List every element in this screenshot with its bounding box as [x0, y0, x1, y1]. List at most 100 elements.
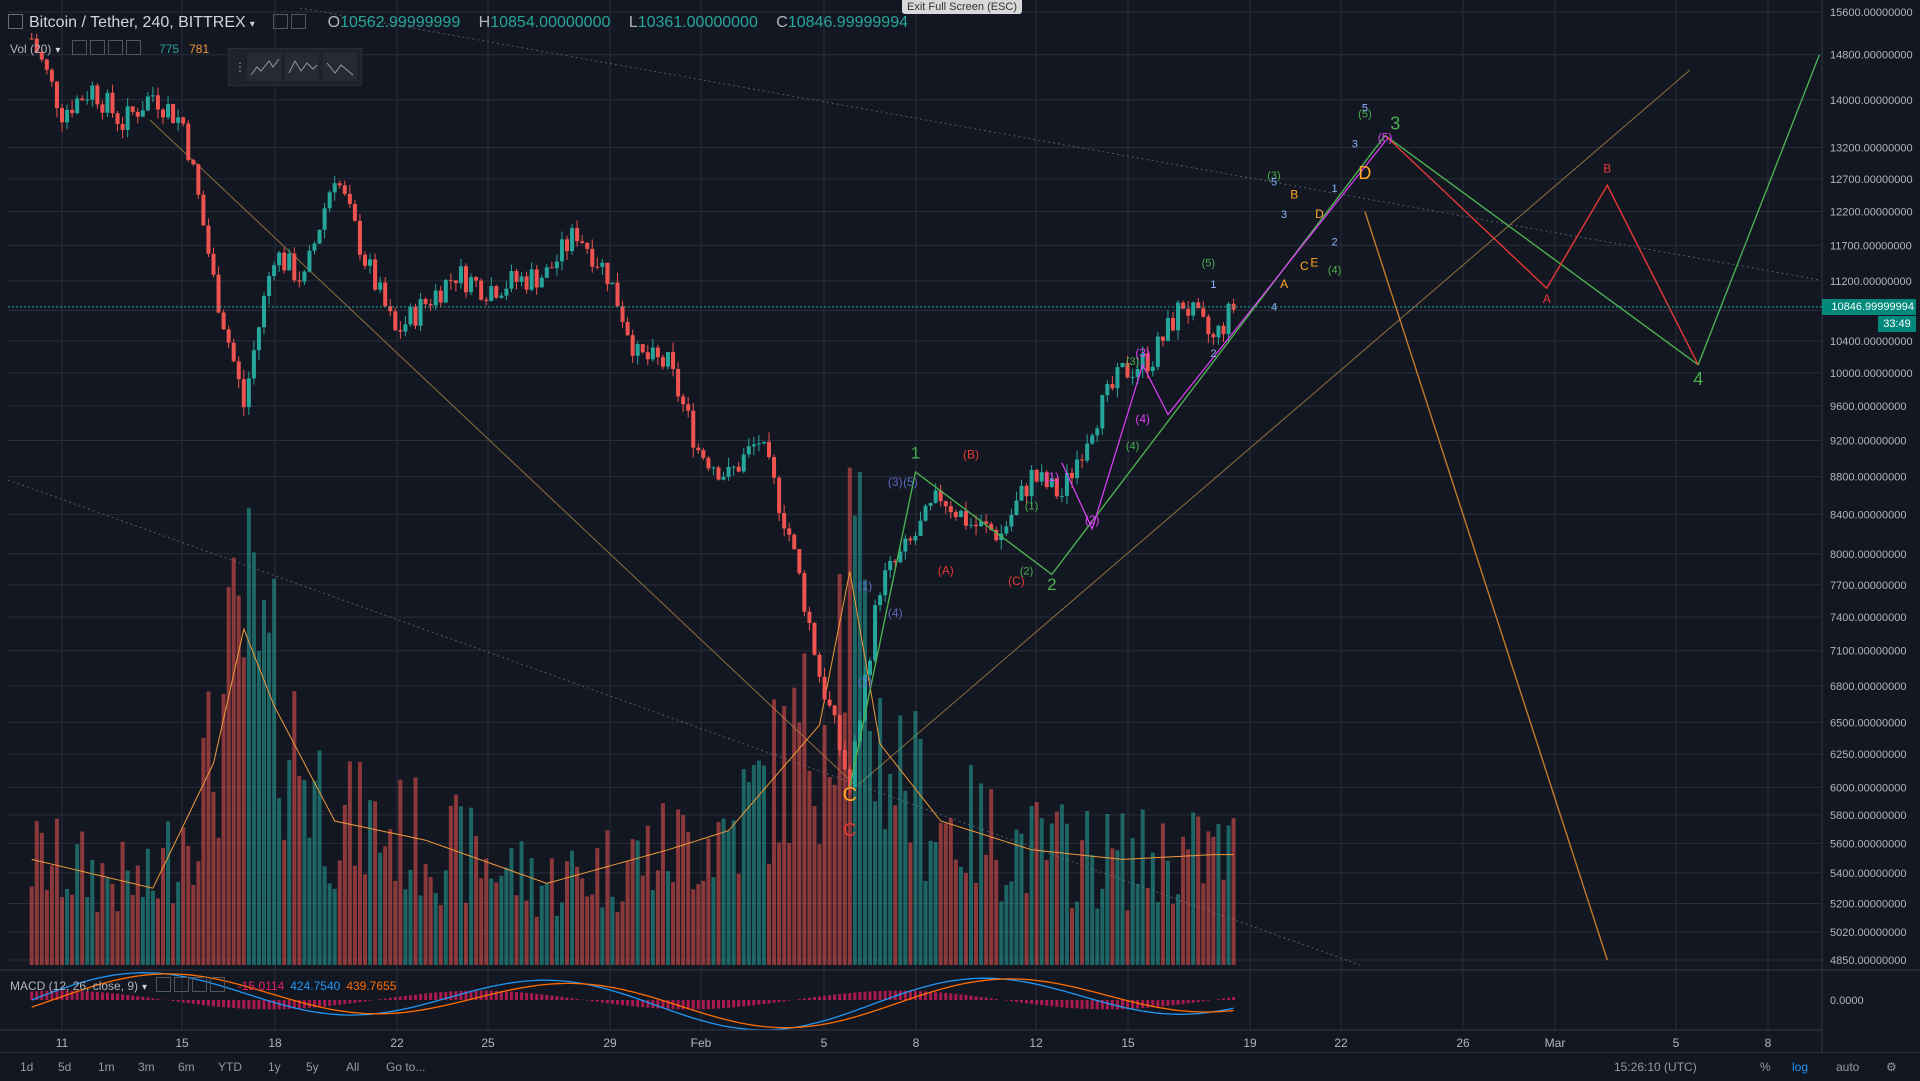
- chevron-down-icon[interactable]: ▾: [250, 19, 255, 30]
- candle-body: [701, 450, 705, 458]
- price-tick-label: 10400.00000000: [1830, 336, 1913, 348]
- price-tick-label: 6000.00000000: [1830, 782, 1906, 794]
- range-button-1d[interactable]: 1d: [20, 1060, 33, 1074]
- volume-bar: [1136, 884, 1140, 965]
- range-button-5d[interactable]: 5d: [58, 1060, 71, 1074]
- volume-bar: [373, 801, 377, 965]
- candle-body: [116, 113, 120, 124]
- volume-bar: [141, 897, 145, 965]
- candle-body: [812, 623, 816, 655]
- macd-histogram-bar: [550, 996, 553, 1000]
- volume-bar: [1050, 823, 1054, 965]
- hide-icon[interactable]: [273, 14, 288, 29]
- settings-icon[interactable]: [174, 977, 189, 992]
- volume-bar: [631, 839, 635, 965]
- range-button-all[interactable]: All: [346, 1060, 359, 1074]
- volume-bar: [696, 884, 700, 965]
- candle-body: [1121, 363, 1125, 367]
- candle-body: [196, 164, 200, 194]
- drawing-toolbox[interactable]: ⋮: [228, 48, 362, 86]
- close-icon[interactable]: [210, 977, 225, 992]
- volume-label[interactable]: Vol (20): [10, 42, 51, 56]
- range-button-6m[interactable]: 6m: [178, 1060, 195, 1074]
- exit-fullscreen-button[interactable]: Exit Full Screen (ESC): [902, 0, 1022, 14]
- candle-body: [792, 535, 796, 549]
- elliott-impulse-icon[interactable]: [247, 53, 281, 81]
- wave-label: (A): [938, 563, 954, 577]
- close-icon[interactable]: [126, 40, 141, 55]
- time-tick-label: 22: [1334, 1036, 1348, 1050]
- candle-body: [1004, 526, 1008, 533]
- settings-icon[interactable]: [90, 40, 105, 55]
- elliott-correction-icon[interactable]: [323, 53, 357, 81]
- wave-label: (5): [1378, 130, 1393, 144]
- candle-body: [403, 324, 407, 331]
- candle-body: [424, 299, 428, 304]
- range-button-1m[interactable]: 1m: [98, 1060, 115, 1074]
- chevron-down-icon[interactable]: ▾: [142, 982, 147, 993]
- menu-icon[interactable]: [8, 14, 23, 29]
- macd-label[interactable]: MACD (12, 26, close, 9): [10, 979, 138, 993]
- candle-body: [974, 525, 978, 527]
- chevron-down-icon[interactable]: ▾: [55, 45, 60, 56]
- range-button-3m[interactable]: 3m: [138, 1060, 155, 1074]
- auto-toggle[interactable]: auto: [1836, 1060, 1859, 1074]
- candle-body: [111, 93, 115, 113]
- candle-body: [297, 280, 301, 281]
- macd-histogram-bar: [626, 1000, 629, 1006]
- candle-body: [141, 110, 145, 116]
- log-toggle[interactable]: log: [1792, 1060, 1808, 1074]
- candle-body: [439, 291, 443, 303]
- macd-histogram-bar: [656, 1000, 659, 1008]
- plus-icon[interactable]: [108, 40, 123, 55]
- volume-bar: [414, 777, 418, 965]
- volume-bar: [186, 846, 190, 965]
- hide-icon[interactable]: [72, 40, 87, 55]
- settings-icon[interactable]: [291, 14, 306, 29]
- gear-icon[interactable]: ⚙: [1886, 1060, 1897, 1074]
- volume-bar: [277, 798, 281, 965]
- price-tick-label: 7400.00000000: [1830, 612, 1906, 624]
- range-button-1y[interactable]: 1y: [268, 1060, 281, 1074]
- hide-icon[interactable]: [156, 977, 171, 992]
- candle-body: [560, 239, 564, 261]
- candle-body: [1035, 470, 1039, 482]
- volume-bar: [807, 771, 811, 965]
- volume-bar: [302, 780, 306, 965]
- symbol-title[interactable]: Bitcoin / Tether, 240, BITTREX: [29, 14, 246, 31]
- range-button-goto[interactable]: Go to...: [386, 1060, 425, 1074]
- volume-bar: [1110, 848, 1114, 965]
- low-label: L: [629, 14, 638, 31]
- macd-histogram-bar: [702, 1000, 705, 1009]
- volume-bar: [913, 711, 917, 965]
- plus-icon[interactable]: [192, 977, 207, 992]
- volume-bar: [646, 826, 650, 965]
- volume-bar: [661, 803, 665, 965]
- macd-histogram-bar: [525, 993, 528, 1000]
- macd-histogram-bar: [853, 993, 856, 1000]
- macd-histogram-bar: [323, 1000, 326, 1006]
- macd-histogram-bar: [409, 995, 412, 1000]
- macd-histogram-bar: [242, 1000, 245, 1009]
- macd-histogram-bar: [1217, 999, 1220, 1000]
- elliott-triangle-icon[interactable]: [285, 53, 319, 81]
- candle-body: [676, 369, 680, 396]
- volume-bar: [35, 821, 39, 965]
- volume-bar: [999, 902, 1003, 965]
- macd-histogram-bar: [560, 997, 563, 1000]
- volume-bar: [454, 795, 458, 965]
- candle-body: [368, 259, 372, 265]
- macd-histogram-bar: [934, 992, 937, 1000]
- candle-body: [696, 448, 700, 451]
- volume-bar: [111, 884, 115, 965]
- candle-body: [414, 307, 418, 326]
- wave-label: (5): [1202, 258, 1215, 270]
- range-button-5y[interactable]: 5y: [306, 1060, 319, 1074]
- candle-body: [247, 378, 251, 407]
- volume-bar: [1232, 818, 1236, 965]
- candle-body: [60, 108, 64, 122]
- wave-label: (2): [1020, 565, 1033, 577]
- range-button-ytd[interactable]: YTD: [218, 1060, 242, 1074]
- percent-toggle[interactable]: %: [1760, 1060, 1771, 1074]
